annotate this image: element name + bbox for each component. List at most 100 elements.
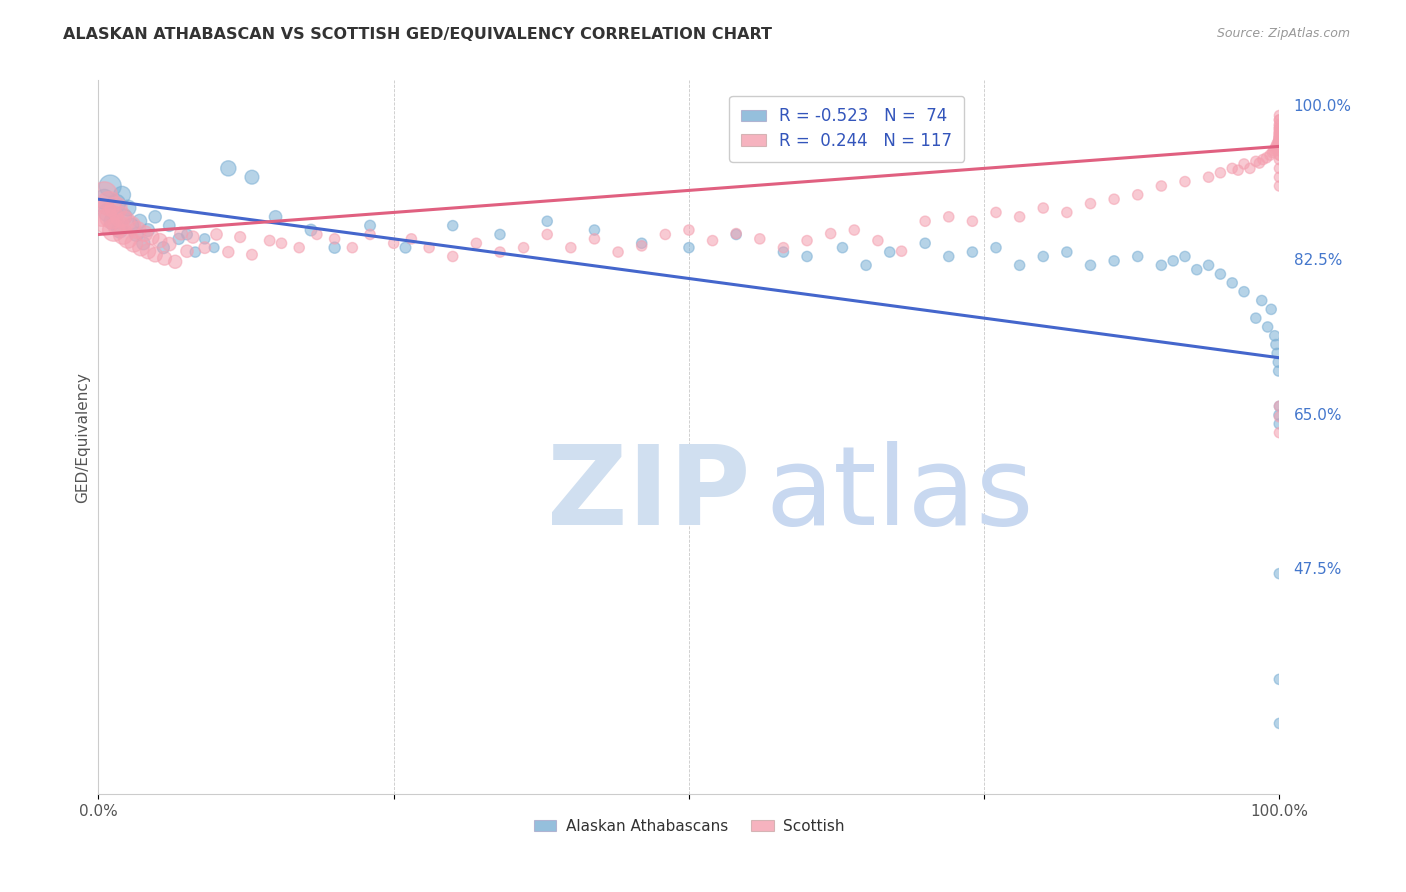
Point bbox=[359, 219, 381, 233]
Point bbox=[1264, 139, 1286, 153]
Point bbox=[100, 210, 122, 224]
Point bbox=[1150, 179, 1173, 194]
Point bbox=[1268, 121, 1291, 136]
Point bbox=[1174, 250, 1197, 264]
Point bbox=[1268, 170, 1291, 185]
Point bbox=[1080, 258, 1102, 272]
Point bbox=[125, 227, 148, 242]
Point bbox=[1268, 130, 1291, 145]
Point bbox=[678, 223, 700, 237]
Point bbox=[1267, 133, 1289, 147]
Point bbox=[1251, 153, 1274, 167]
Point bbox=[1268, 417, 1291, 431]
Point bbox=[323, 241, 346, 255]
Point bbox=[536, 214, 558, 228]
Point bbox=[96, 214, 118, 228]
Point bbox=[1268, 144, 1291, 158]
Point bbox=[121, 219, 143, 233]
Point bbox=[1174, 175, 1197, 189]
Point bbox=[176, 227, 198, 242]
Point bbox=[938, 250, 960, 264]
Point bbox=[105, 201, 128, 215]
Point bbox=[217, 245, 239, 260]
Text: ALASKAN ATHABASCAN VS SCOTTISH GED/EQUIVALENCY CORRELATION CHART: ALASKAN ATHABASCAN VS SCOTTISH GED/EQUIV… bbox=[63, 27, 772, 42]
Point bbox=[654, 227, 676, 242]
Point bbox=[103, 223, 125, 237]
Point bbox=[1239, 161, 1261, 176]
Point bbox=[630, 236, 652, 251]
Point bbox=[240, 170, 263, 185]
Point bbox=[136, 244, 159, 259]
Point bbox=[1264, 337, 1286, 351]
Point bbox=[725, 227, 748, 242]
Point bbox=[1267, 135, 1289, 149]
Point bbox=[748, 232, 770, 246]
Point bbox=[1268, 112, 1291, 127]
Point bbox=[149, 234, 172, 248]
Point bbox=[890, 244, 912, 259]
Point bbox=[1268, 148, 1291, 162]
Point bbox=[702, 234, 724, 248]
Point bbox=[264, 210, 287, 224]
Point bbox=[772, 241, 794, 255]
Text: atlas: atlas bbox=[766, 441, 1035, 548]
Point bbox=[1268, 399, 1291, 413]
Point bbox=[153, 252, 176, 266]
Point bbox=[217, 161, 239, 176]
Point bbox=[98, 196, 121, 211]
Point bbox=[259, 234, 281, 248]
Point bbox=[1264, 142, 1286, 156]
Point bbox=[105, 196, 128, 211]
Point bbox=[489, 227, 512, 242]
Point bbox=[1198, 170, 1220, 185]
Point bbox=[796, 234, 818, 248]
Point bbox=[560, 241, 582, 255]
Point bbox=[512, 241, 534, 255]
Point bbox=[914, 236, 936, 251]
Point bbox=[394, 241, 416, 255]
Point bbox=[194, 232, 217, 246]
Point bbox=[1080, 196, 1102, 211]
Point bbox=[93, 187, 115, 202]
Point bbox=[1220, 276, 1243, 290]
Point bbox=[101, 214, 124, 228]
Point bbox=[772, 245, 794, 260]
Point bbox=[184, 245, 207, 260]
Point bbox=[141, 230, 163, 244]
Y-axis label: GED/Equivalency: GED/Equivalency bbox=[75, 372, 90, 502]
Point bbox=[323, 232, 346, 246]
Point bbox=[97, 205, 120, 219]
Point bbox=[1032, 201, 1054, 215]
Point bbox=[1268, 408, 1291, 422]
Point bbox=[1268, 119, 1291, 133]
Point bbox=[1268, 399, 1291, 413]
Point bbox=[299, 223, 322, 237]
Point bbox=[202, 241, 225, 255]
Point bbox=[270, 236, 292, 251]
Point bbox=[111, 187, 134, 202]
Point bbox=[359, 227, 381, 242]
Point bbox=[1249, 156, 1271, 170]
Point bbox=[157, 219, 180, 233]
Point bbox=[725, 227, 748, 241]
Point bbox=[1268, 161, 1291, 176]
Point bbox=[1250, 293, 1272, 308]
Point bbox=[121, 219, 143, 233]
Point bbox=[441, 250, 464, 264]
Point bbox=[1256, 151, 1278, 165]
Point bbox=[583, 232, 606, 246]
Point bbox=[914, 214, 936, 228]
Point bbox=[1268, 109, 1291, 123]
Point bbox=[844, 223, 866, 237]
Point bbox=[194, 241, 217, 255]
Point bbox=[1268, 121, 1291, 136]
Point bbox=[167, 232, 190, 246]
Point bbox=[143, 248, 166, 262]
Point bbox=[536, 227, 558, 242]
Point bbox=[1268, 124, 1291, 138]
Point bbox=[165, 254, 187, 268]
Point bbox=[465, 236, 488, 251]
Point bbox=[1008, 210, 1031, 224]
Point bbox=[401, 232, 423, 246]
Point bbox=[1244, 311, 1267, 326]
